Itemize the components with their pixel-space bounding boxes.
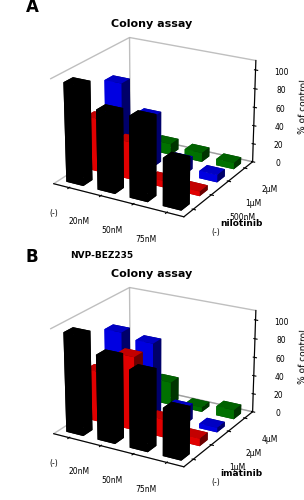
Text: NVP-BEZ235: NVP-BEZ235 [70,252,133,260]
Text: imatinib: imatinib [220,470,262,478]
Text: A: A [26,0,38,16]
Title: Colony assay: Colony assay [111,269,193,279]
Text: B: B [26,248,38,266]
Title: Colony assay: Colony assay [111,19,193,29]
Text: nilotinib: nilotinib [220,220,262,228]
